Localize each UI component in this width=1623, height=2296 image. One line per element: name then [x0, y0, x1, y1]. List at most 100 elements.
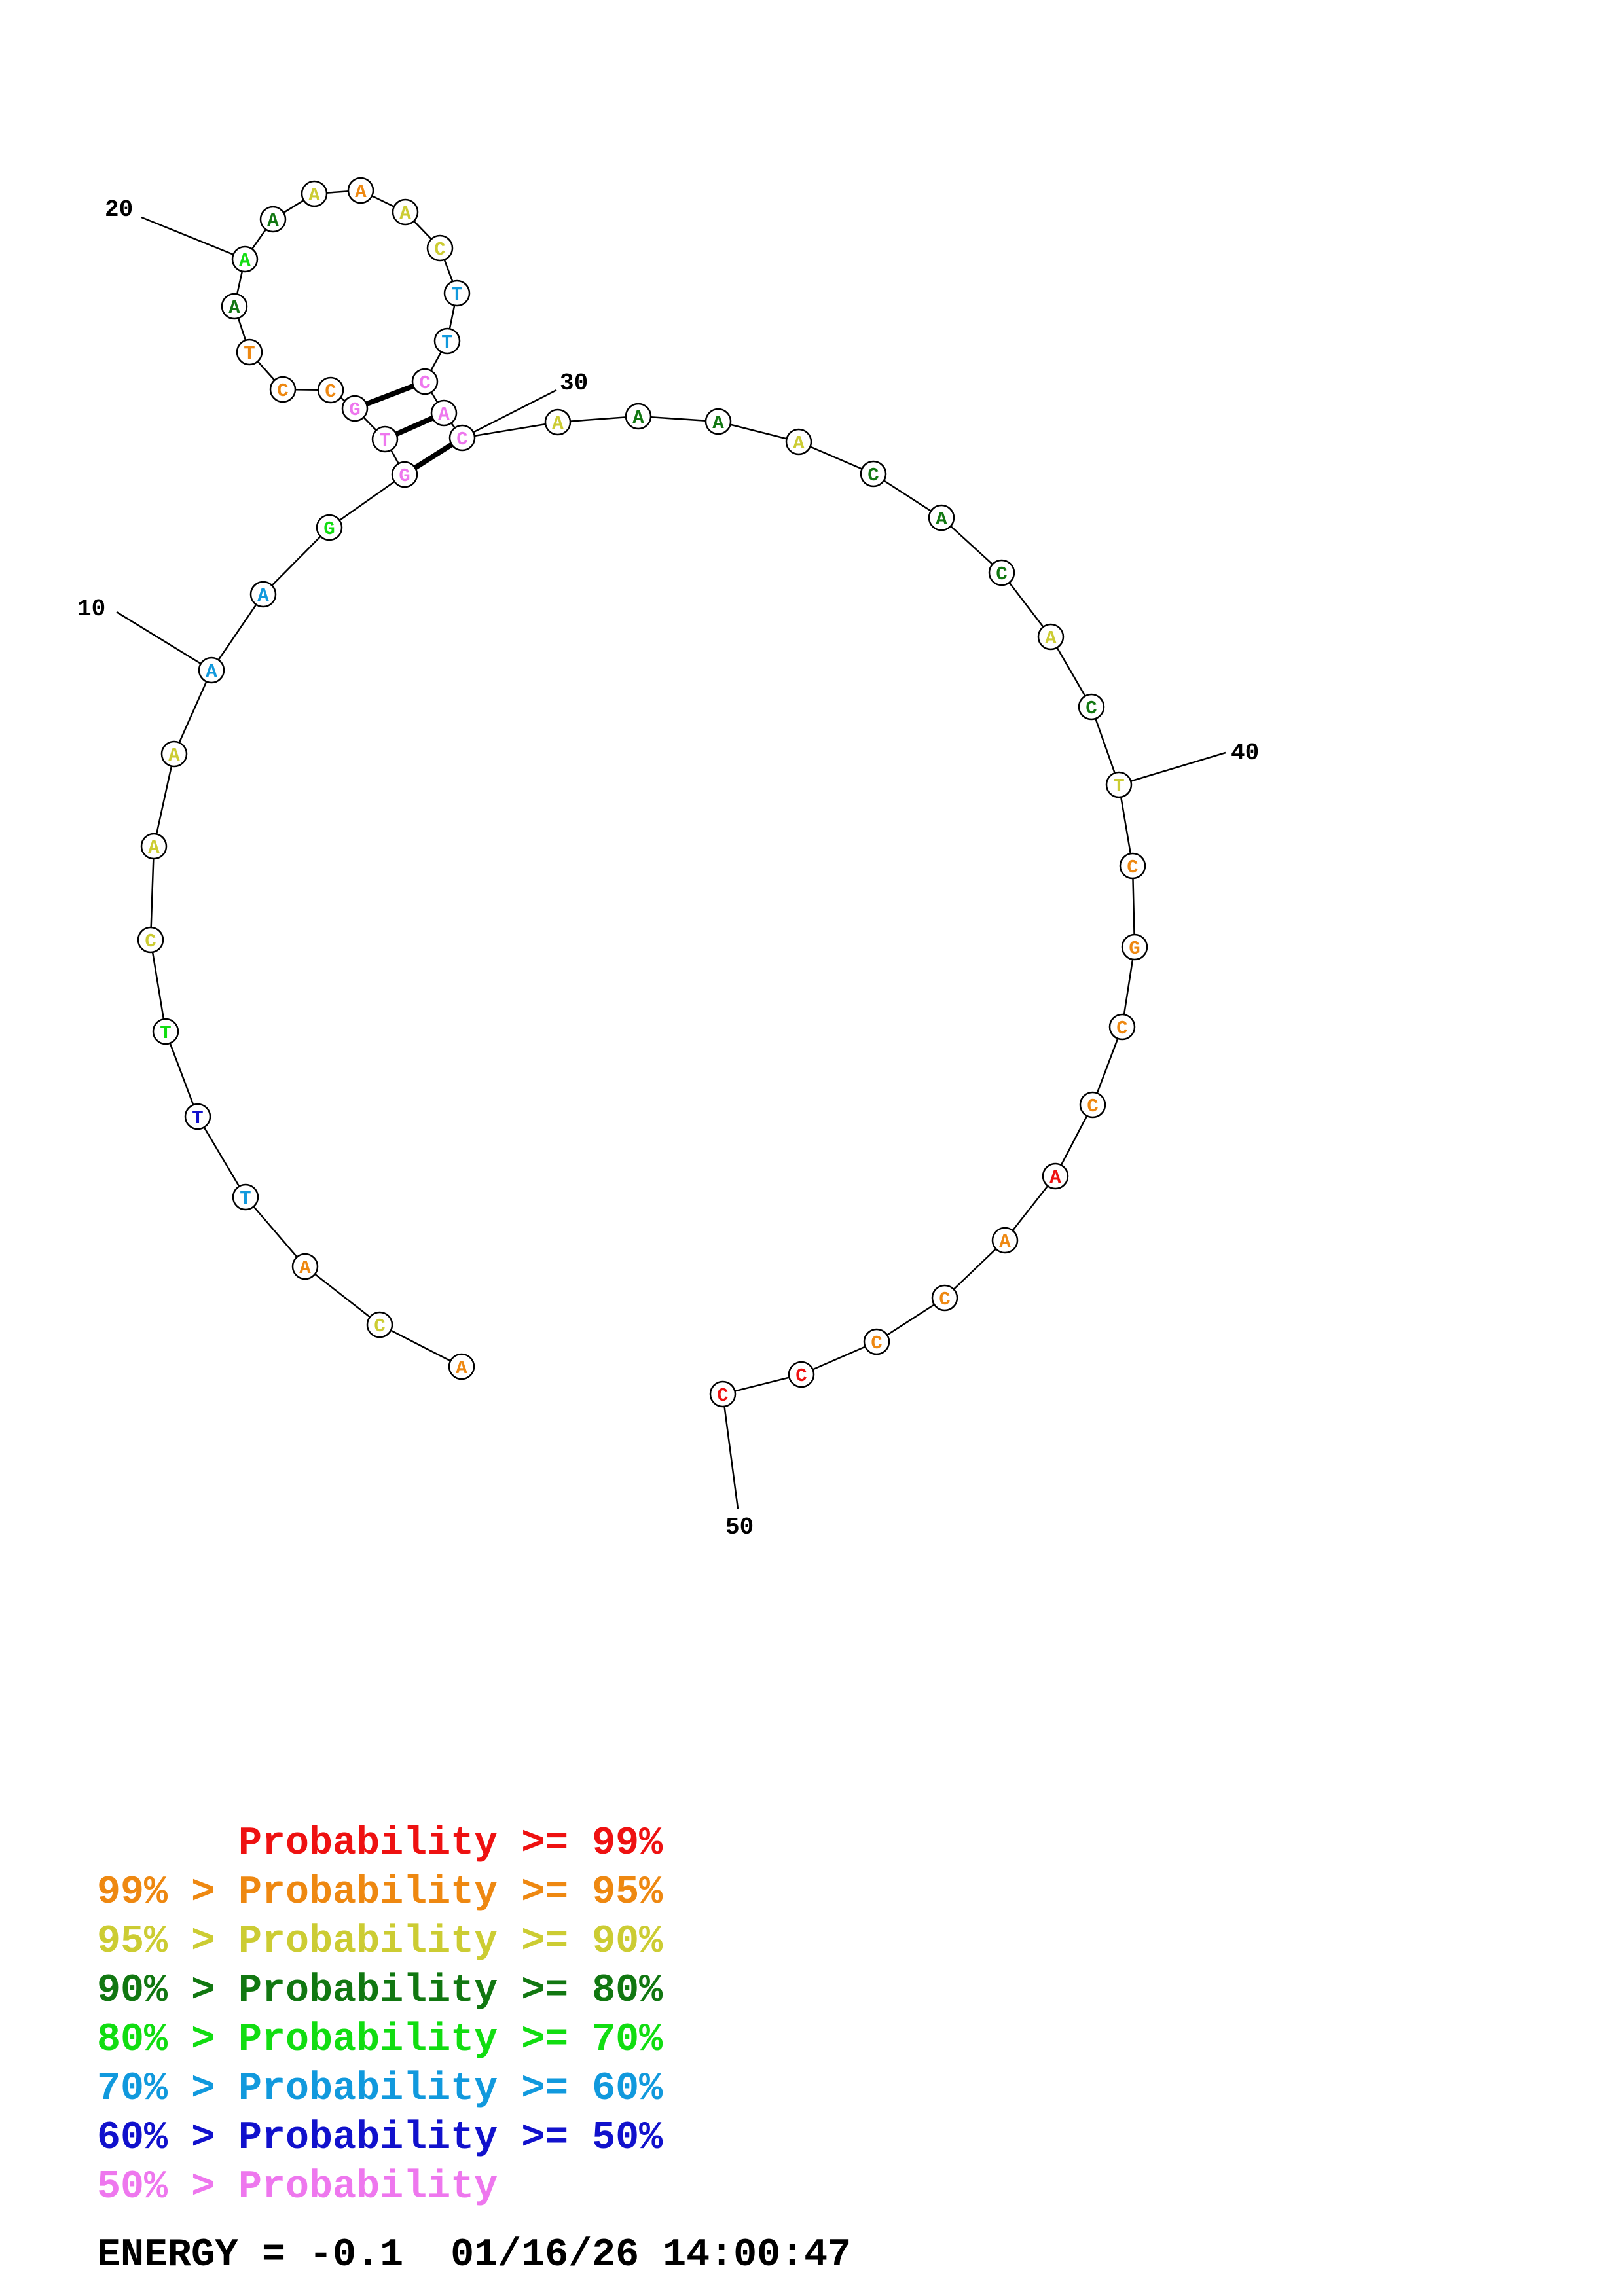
nucleotide-circle	[448, 1353, 475, 1380]
backbone-segment	[876, 1297, 945, 1343]
nucleotide-circle	[1119, 852, 1146, 880]
nucleotide-circle	[931, 1284, 958, 1312]
nucleotide: G	[316, 514, 343, 541]
nucleotide-circle	[231, 245, 259, 273]
legend-entry: 80% > Probability >= 70%	[97, 2018, 663, 2062]
nucleotide-circle	[1042, 1162, 1069, 1190]
probability-legend: Probability >= 99% 99% > Probability >= 9…	[97, 1820, 663, 2212]
position-tick-line	[116, 611, 212, 672]
base-pair-layer	[354, 379, 464, 477]
nucleotide-letter: C	[434, 239, 445, 260]
legend-entry: 95% > Probability >= 90%	[97, 1920, 663, 1964]
nucleotide-circle	[991, 1227, 1019, 1254]
backbone-segment	[379, 1323, 462, 1368]
backbone-segment	[1118, 784, 1134, 867]
nucleotide-letter: G	[349, 399, 360, 421]
backbone-segment	[1049, 636, 1093, 708]
nucleotide-letter: T	[240, 1188, 251, 1210]
nucleotide-letter: T	[451, 284, 462, 306]
nucleotide-circle	[269, 376, 297, 403]
nucleotide-circle	[140, 833, 168, 860]
nucleotide-letter: A	[257, 585, 269, 607]
nucleotide: T	[184, 1103, 211, 1130]
nucleotide-letter: C	[795, 1365, 807, 1387]
nucleotide-circle	[1037, 623, 1065, 651]
nucleotide: A	[347, 177, 374, 204]
nucleotide-circle	[392, 198, 419, 226]
nucleotide: C	[426, 234, 454, 262]
backbone-segment	[718, 420, 799, 443]
backbone-segment	[329, 473, 405, 529]
nucleotide-circle	[1121, 933, 1148, 961]
position-label: 40	[1231, 740, 1259, 766]
nucleotide: C	[988, 559, 1015, 586]
nucleotide-letter: C	[325, 381, 336, 403]
backbone-segment	[722, 1373, 802, 1395]
nucleotide-circle	[391, 461, 418, 488]
nucleotide: T	[371, 425, 399, 453]
nucleotide-letter: C	[374, 1316, 385, 1337]
nucleotide-letter: C	[1085, 698, 1097, 719]
legend-entry: 99% > Probability >= 95%	[97, 1871, 663, 1915]
nucleotide-letter: C	[1087, 1096, 1098, 1117]
nucleotide-circle	[704, 408, 732, 435]
nucleotide: T	[1105, 771, 1133, 798]
nucleotide-letter: A	[712, 412, 724, 434]
nucleotide: C	[317, 376, 344, 404]
nucleotide: A	[160, 740, 188, 768]
nucleotide-circle	[433, 327, 461, 355]
nucleotide: C	[366, 1311, 393, 1338]
backbone-segment	[1131, 865, 1136, 948]
backbone-segment	[1001, 572, 1051, 637]
nucleotide: C	[269, 376, 297, 403]
nucleotide-letter: T	[379, 430, 390, 452]
backbone-segment	[210, 594, 264, 671]
nucleotide: C	[931, 1284, 958, 1312]
nucleotide-letter: A	[168, 745, 180, 766]
nucleotide: C	[863, 1328, 890, 1355]
backbone-segment	[304, 1266, 380, 1325]
nucleotide-letter: C	[939, 1289, 950, 1310]
nucleotide-circle	[625, 403, 652, 430]
backbone-segment	[1004, 1175, 1056, 1241]
nucleotide: T	[433, 327, 461, 355]
backbone-segment	[801, 1340, 877, 1376]
nucleotide-circle	[137, 926, 164, 954]
backbone-segment	[149, 846, 155, 941]
nucleotide-circle	[316, 514, 343, 541]
nucleotide-circle	[544, 408, 572, 436]
nucleotide-circle	[448, 424, 476, 452]
nucleotide-letter: A	[228, 297, 240, 319]
backbone-segment	[941, 517, 1002, 573]
nucleotide: G	[391, 461, 418, 488]
nucleotide-letter: A	[999, 1231, 1011, 1253]
nucleotide: C	[448, 424, 476, 452]
nucleotide: A	[430, 399, 458, 427]
nucleotide-circle	[1079, 1091, 1106, 1119]
nucleotide-letter: T	[1113, 776, 1124, 797]
position-tick-line	[141, 216, 246, 260]
nucleotide-letter: A	[456, 1357, 467, 1379]
nucleotide-letter: A	[793, 433, 805, 454]
nucleotide: C	[1108, 1013, 1136, 1041]
nucleotide-letter: C	[456, 429, 467, 450]
backbone-segment	[263, 527, 330, 595]
energy-timestamp: ENERGY = -0.1 01/16/26 14:00:47	[97, 2233, 852, 2278]
nucleotide-circle	[152, 1018, 179, 1045]
nucleotide-circle	[1105, 771, 1133, 798]
nucleotide: A	[704, 408, 732, 435]
position-label: 30	[560, 370, 588, 397]
nucleotide-letter: A	[267, 210, 279, 232]
backbone-segment	[798, 440, 874, 475]
nucleotide: A	[221, 293, 248, 320]
position-tick-line	[1118, 751, 1226, 786]
nucleotide-letter: A	[552, 413, 564, 435]
nucleotide-letter: A	[239, 250, 251, 272]
nucleotide: G	[341, 395, 369, 422]
nucleotide-letter: A	[355, 181, 367, 203]
nucleotide: A	[301, 180, 328, 207]
backbone-segment	[638, 415, 719, 423]
nucleotide-letter: C	[996, 564, 1007, 585]
nucleotide: A	[625, 403, 652, 430]
nucleotide-letter: A	[206, 661, 217, 683]
